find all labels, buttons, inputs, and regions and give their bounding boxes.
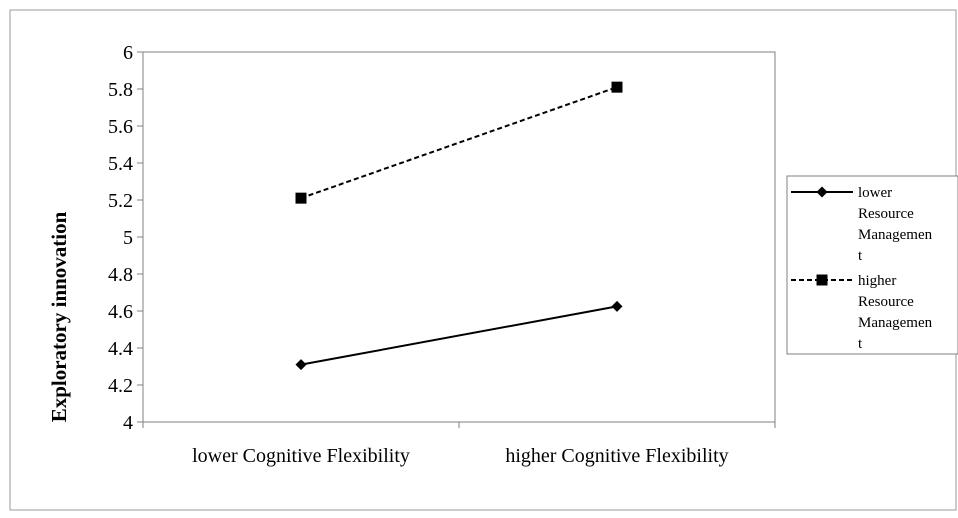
plot-area (142, 51, 776, 423)
series-layer (295, 81, 623, 371)
data-point-square (611, 81, 623, 93)
x-category-label: higher Cognitive Flexibility (505, 445, 728, 467)
data-point-diamond (295, 359, 307, 371)
y-tick-label: 4 (123, 412, 133, 434)
y-axis-title: Exploratory innovation (47, 211, 71, 422)
y-tick-label: 5.4 (108, 153, 133, 175)
legend-label: Resource (858, 206, 914, 222)
y-axis: 4 4.2 4.4 4.6 4.8 5 5.2 5.4 5.6 5.8 6 (108, 42, 143, 434)
y-tick-label: 4.8 (108, 264, 133, 286)
legend-box (786, 175, 958, 355)
y-tick-label: 6 (123, 42, 133, 64)
legend-label: Managemen (858, 315, 933, 331)
legend-label: Resource (858, 294, 914, 310)
y-tick-label: 5.8 (108, 79, 133, 101)
data-point-diamond (611, 300, 623, 312)
legend-label: Managemen (858, 227, 933, 243)
x-category-label: lower Cognitive Flexibility (192, 445, 410, 467)
y-tick-label: 5.2 (108, 190, 133, 212)
x-axis: lower Cognitive Flexibility higher Cognit… (142, 422, 776, 467)
legend-label: lower (858, 185, 892, 201)
legend: lower Resource Managemen t higher Resource Man… (786, 175, 958, 355)
y-tick-label: 5 (123, 227, 133, 249)
data-point-diamond (816, 186, 828, 198)
y-tick-label: 5.6 (108, 116, 133, 138)
data-point-square (816, 274, 828, 286)
y-tick-label: 4.2 (108, 375, 133, 397)
data-point-square (295, 192, 307, 204)
legend-label: t (858, 248, 863, 264)
y-tick-label: 4.6 (108, 301, 133, 323)
legend-label: t (858, 336, 863, 352)
legend-label: higher (858, 273, 896, 289)
series-line-1 (300, 305, 618, 366)
y-tick-label: 4.4 (108, 338, 133, 360)
